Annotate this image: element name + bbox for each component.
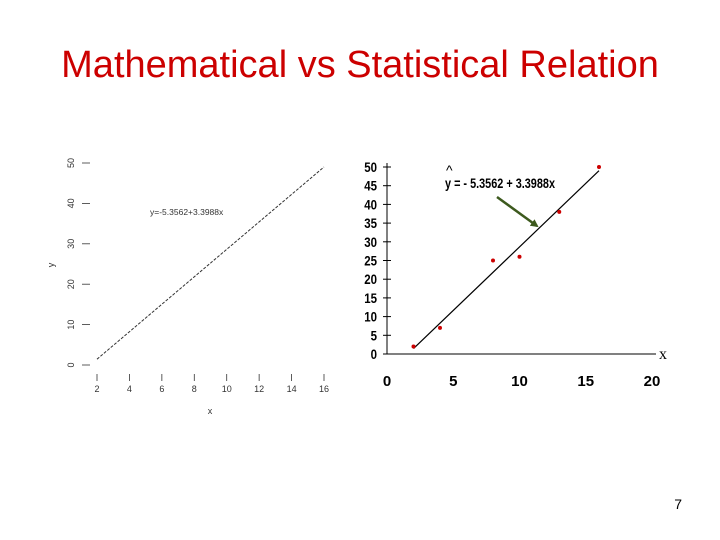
right-y-tick-label: 35 — [364, 215, 377, 231]
page-number: 7 — [674, 496, 682, 512]
right-data-point — [557, 209, 562, 214]
right-data-point — [517, 254, 522, 259]
left-y-tick-label: 0 — [66, 362, 76, 367]
right-y-tick-label: 30 — [364, 234, 377, 250]
right-x-tick-label: 20 — [644, 373, 661, 390]
right-chart-statistical-relation: 0 5 10 15 20 25 30 35 40 45 50 0 5 10 15 20 x ^y = - 5.35… — [364, 159, 667, 390]
right-data-point — [411, 344, 416, 349]
right-x-tick-label: 10 — [511, 373, 528, 390]
right-y-tick-label: 15 — [364, 290, 377, 306]
right-x-tick-label: 0 — [383, 373, 391, 390]
left-fit-line — [96, 166, 325, 360]
right-y-tick-label: 10 — [364, 308, 377, 324]
left-x-tick-label: 12 — [254, 384, 264, 394]
left-x-tick-label: 10 — [222, 384, 232, 394]
right-equation-arrow — [496, 195, 539, 228]
right-y-tick-label: 25 — [364, 252, 377, 268]
right-y-tick-label: 20 — [364, 271, 377, 287]
right-x-axis-label: x — [659, 346, 667, 363]
right-equation-label: y = - 5.3562 + 3.3988x — [445, 175, 555, 191]
left-x-tick-label: 16 — [319, 384, 329, 394]
slide-title: Mathematical vs Statistical Relation — [61, 44, 659, 86]
right-data-point — [438, 325, 442, 330]
right-y-tick-label: 50 — [364, 159, 377, 175]
right-y-tick-label: 40 — [364, 196, 377, 212]
left-x-tick-label: 8 — [192, 384, 197, 394]
right-equation-hat: ^ — [446, 162, 453, 178]
left-x-tick-label: 2 — [94, 384, 99, 394]
right-x-tick-label: 15 — [577, 373, 594, 390]
right-x-tick-label: 5 — [449, 373, 457, 390]
left-y-axis-label: y — [46, 262, 56, 267]
right-data-point — [597, 165, 601, 169]
right-y-tick-label: 45 — [364, 178, 377, 194]
left-y-tick-label: 10 — [66, 320, 76, 330]
left-y-tick-label: 40 — [66, 198, 76, 208]
left-equation-annotation: y=-5.3562+3.3988x — [150, 207, 224, 217]
left-chart-math-relation: 0 10 20 30 40 50 2 4 6 8 10 12 14 16 y x y=-5.3562+3.398… — [46, 158, 329, 416]
left-x-tick-label: 14 — [287, 384, 297, 394]
right-y-tick-label: 0 — [371, 346, 377, 362]
left-y-tick-label: 20 — [66, 279, 76, 289]
right-data-point — [491, 258, 495, 263]
left-x-tick-label: 4 — [127, 384, 132, 394]
right-y-tick-label: 5 — [371, 327, 377, 343]
left-x-axis-label: x — [208, 406, 213, 416]
left-y-tick-label: 50 — [66, 158, 76, 168]
right-fit-line — [413, 170, 600, 350]
left-x-tick-label: 6 — [159, 384, 164, 394]
left-y-tick-label: 30 — [66, 239, 76, 249]
